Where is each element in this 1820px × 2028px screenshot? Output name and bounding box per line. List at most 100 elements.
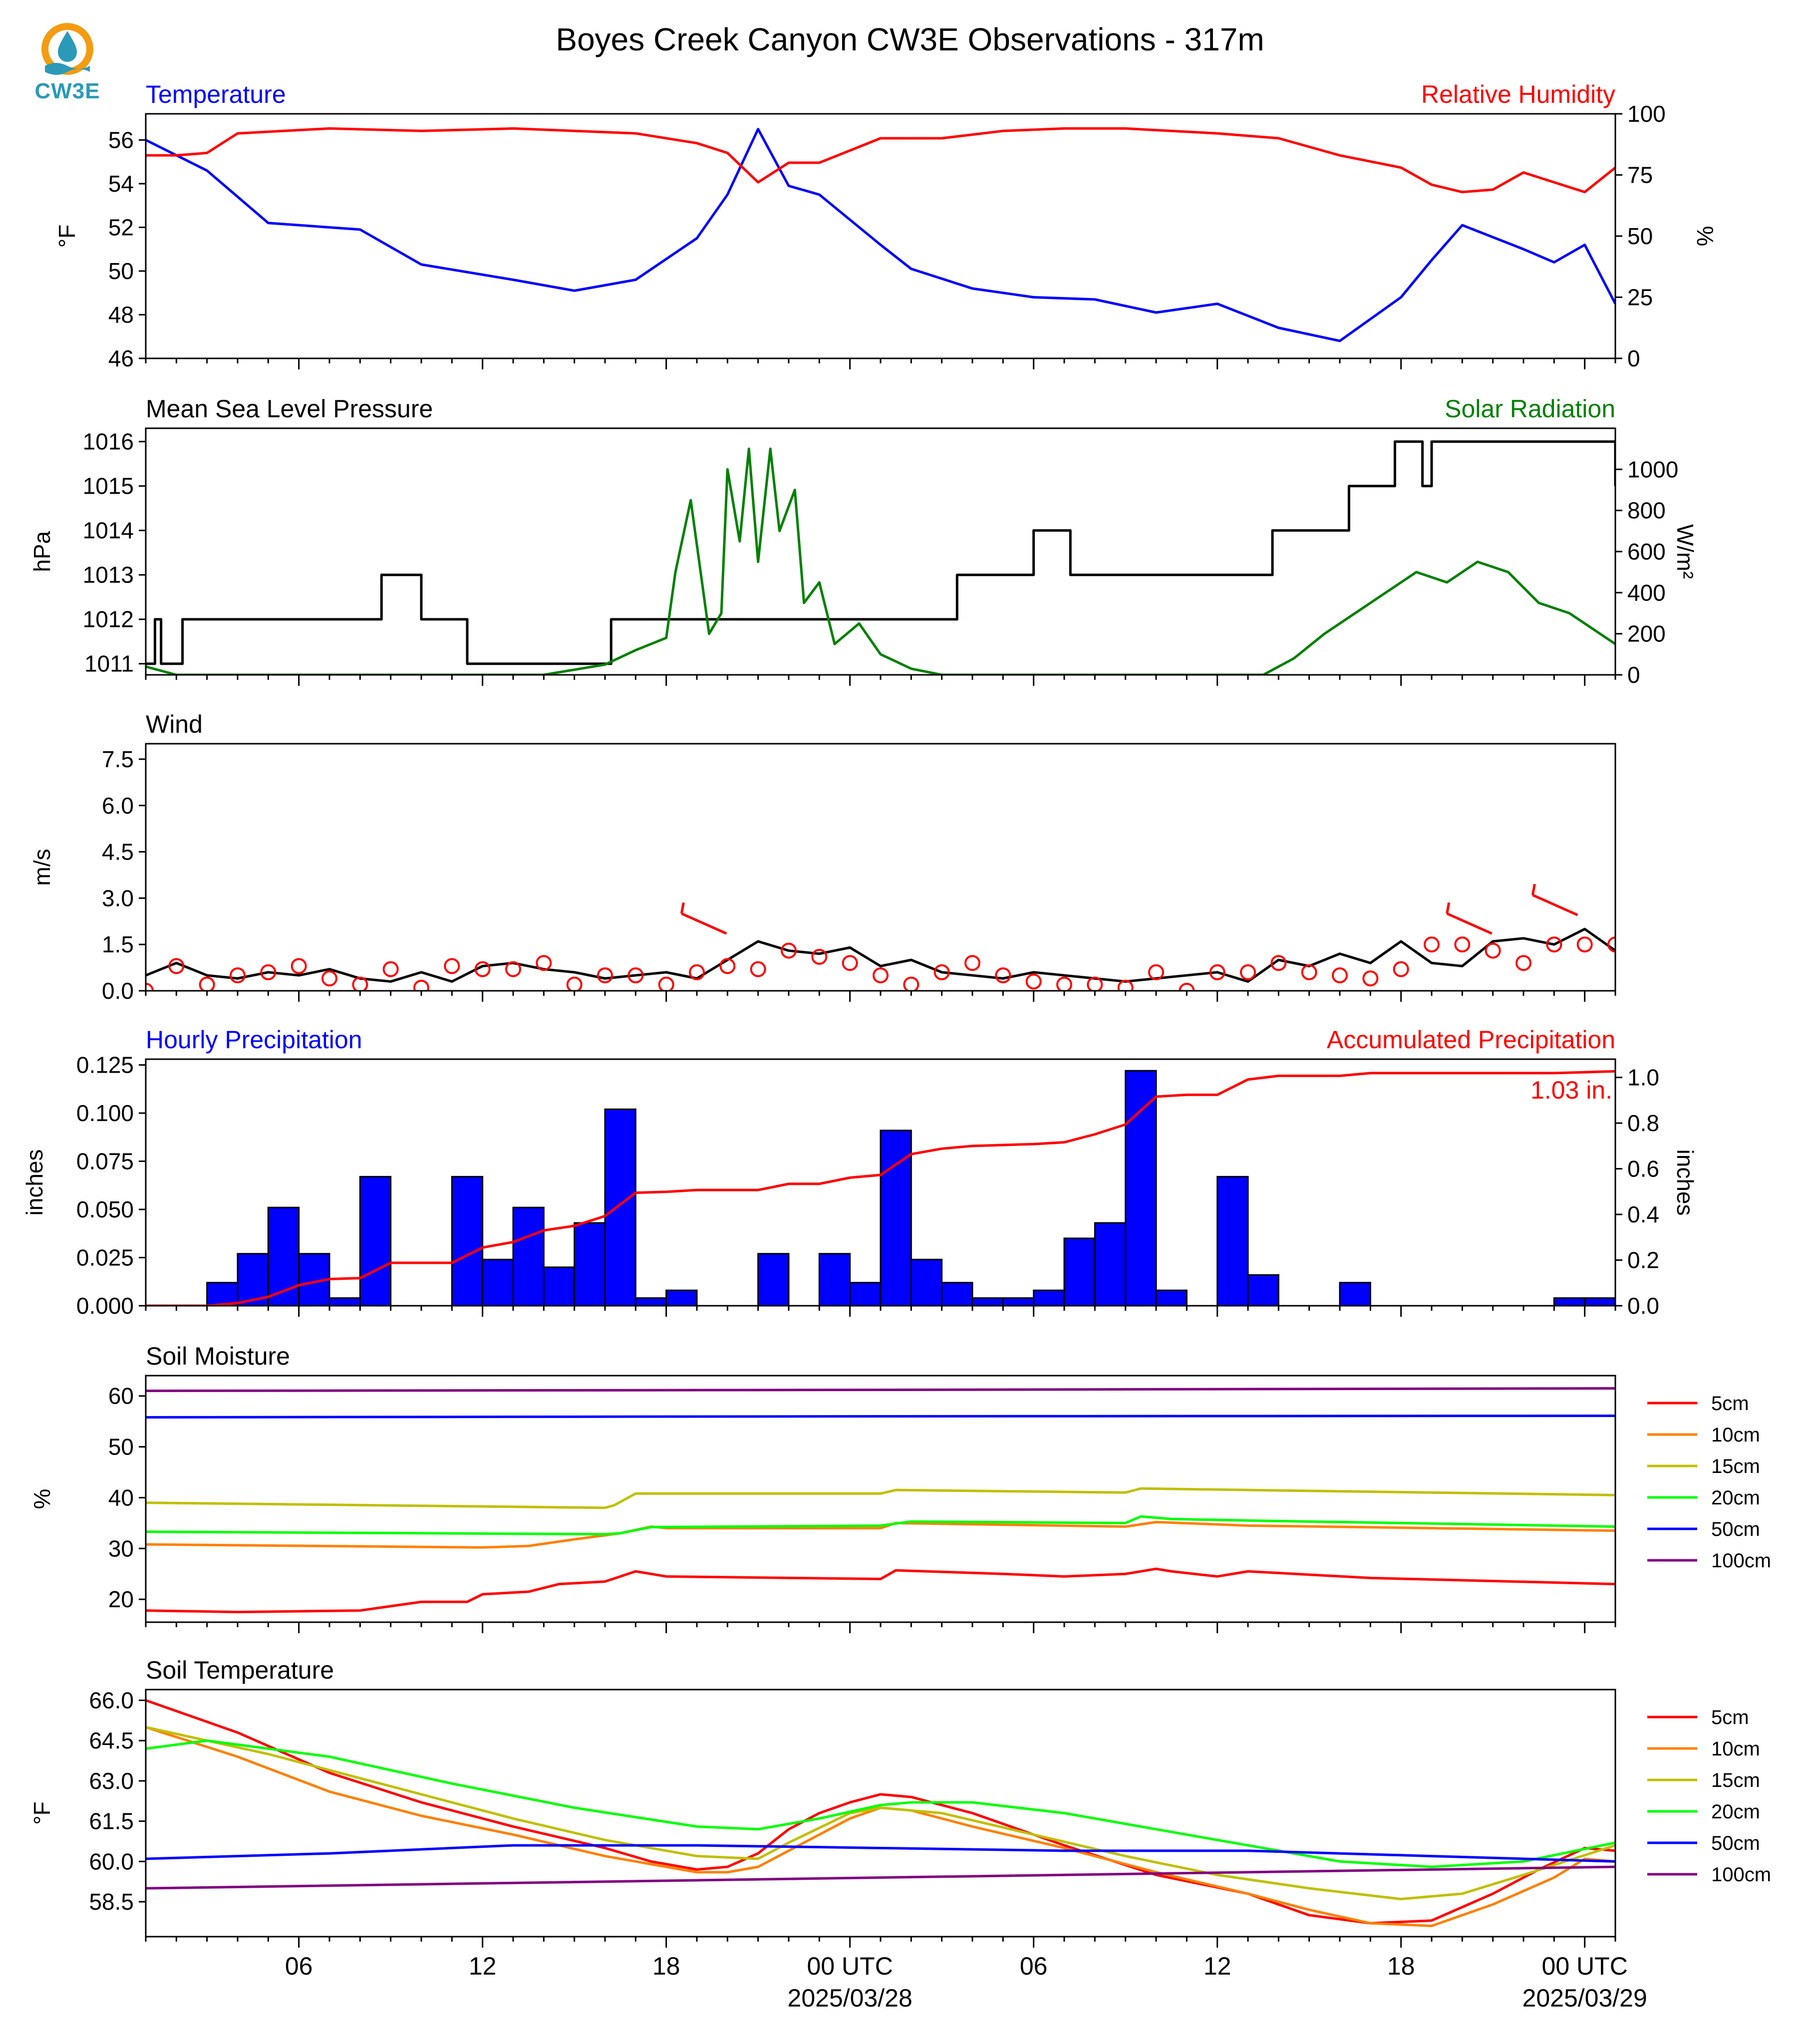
wind-mean-marker xyxy=(1393,961,1409,977)
y2-tick-label: 800 xyxy=(1627,498,1666,524)
y-tick-label: 6.0 xyxy=(102,793,134,819)
series-line-10cm xyxy=(146,1726,1615,1927)
wind-mean-marker xyxy=(1301,964,1317,980)
precip-bar xyxy=(1247,1274,1279,1306)
panel-left-label: Temperature xyxy=(146,80,286,108)
series-line-15cm xyxy=(146,1726,1615,1901)
y2-tick-label: 0.0 xyxy=(1627,1293,1659,1319)
wind-barb xyxy=(1446,912,1493,935)
panel-pressure_solar: Mean Sea Level Pressure Solar Radiation 10… xyxy=(29,395,1698,688)
wind-mean-marker xyxy=(995,967,1011,984)
wind-mean-marker xyxy=(1546,936,1562,953)
y2-tick-label: 100 xyxy=(1627,101,1666,127)
y-tick-label: 0.100 xyxy=(76,1100,134,1126)
legend-entry: 15cm xyxy=(1711,1455,1760,1477)
wind-barb xyxy=(1532,893,1578,916)
y-tick-label: 0.050 xyxy=(76,1196,134,1222)
precip-bar xyxy=(1063,1237,1096,1306)
legend-entry: 100cm xyxy=(1711,1864,1771,1886)
series-line-20cm xyxy=(146,1515,1615,1536)
y2-tick-label: 1000 xyxy=(1627,456,1678,482)
wind-mean-marker xyxy=(811,948,828,965)
precip-bar xyxy=(634,1297,667,1306)
wind-barb-flag xyxy=(680,902,685,914)
wind-mean-marker xyxy=(781,942,797,959)
panel-right-label: Solar Radiation xyxy=(1445,395,1615,423)
series-line-100cm xyxy=(146,1865,1615,1890)
y-tick-label: 60.0 xyxy=(89,1848,134,1874)
precip-bar xyxy=(574,1222,606,1306)
y-tick-label: 58.5 xyxy=(89,1889,134,1915)
y-tick-label: 40 xyxy=(108,1484,134,1510)
y-tick-label: 56 xyxy=(108,127,134,153)
y-tick-label: 0.125 xyxy=(76,1052,134,1078)
legend-entry: 20cm xyxy=(1711,1801,1760,1823)
y-tick-label: 0.000 xyxy=(76,1293,134,1319)
wind-barb-flag xyxy=(1446,902,1451,914)
wind-mean-marker xyxy=(903,976,919,991)
wind-mean-marker xyxy=(566,976,583,991)
series-line-50cm xyxy=(146,1844,1615,1863)
precip-bar xyxy=(604,1108,636,1306)
y2-tick-label: 0 xyxy=(1627,345,1640,371)
plot-area xyxy=(146,1070,1615,1306)
wind-mean-marker xyxy=(1209,964,1225,980)
precip-bar xyxy=(1033,1289,1065,1306)
y2-tick-label: 0.6 xyxy=(1627,1156,1659,1182)
wind-mean-marker xyxy=(719,958,736,974)
wind-mean-marker xyxy=(352,976,368,991)
y2-tick-label: 0.2 xyxy=(1627,1247,1659,1273)
y-axis-label: m/s xyxy=(29,849,55,885)
precip-bar xyxy=(267,1206,300,1306)
y-tick-label: 0.075 xyxy=(76,1149,134,1174)
x-tick-label: 00 UTC xyxy=(807,1952,893,1980)
precip-bar xyxy=(1155,1289,1188,1306)
legend-entry: 10cm xyxy=(1711,1738,1760,1760)
wind-mean-marker xyxy=(1270,955,1287,971)
y2-tick-label: 0 xyxy=(1627,662,1640,688)
y-tick-label: 52 xyxy=(108,215,134,241)
y-tick-label: 46 xyxy=(108,345,134,371)
y-tick-label: 20 xyxy=(108,1586,134,1612)
wind-mean-marker xyxy=(1576,936,1593,953)
cw3e-logo-icon xyxy=(41,23,93,75)
wind-mean-marker xyxy=(536,955,552,971)
y-axis-label: hPa xyxy=(29,531,55,572)
wind-barb-flag xyxy=(1531,883,1536,895)
precip-bar xyxy=(910,1258,943,1306)
wind-mean-marker xyxy=(1332,967,1348,984)
precip-bar xyxy=(818,1253,851,1306)
plot-area xyxy=(146,127,1615,342)
legend-entry: 15cm xyxy=(1711,1769,1760,1791)
precip-bar xyxy=(757,1253,790,1306)
x-date-label: 2025/03/28 xyxy=(788,1984,912,2012)
precip-bar xyxy=(880,1130,912,1306)
wind-mean-marker xyxy=(1454,936,1471,953)
legend-entry: 50cm xyxy=(1711,1832,1760,1854)
x-tick-label: 18 xyxy=(652,1952,680,1980)
panel-left-label: Hourly Precipitation xyxy=(146,1026,362,1054)
y2-axis-label: W/m² xyxy=(1672,524,1698,579)
precip-bar xyxy=(328,1297,361,1306)
y-axis-label: °F xyxy=(29,1801,55,1825)
logo-text: CW3E xyxy=(34,79,100,103)
y2-tick-label: 400 xyxy=(1627,579,1666,605)
wind-mean-marker xyxy=(627,967,644,984)
chart-title: Boyes Creek Canyon CW3E Observations - 3… xyxy=(556,21,1264,57)
panel-left-label: Mean Sea Level Pressure xyxy=(146,395,433,423)
precip-bar xyxy=(206,1282,239,1306)
legend-entry: 5cm xyxy=(1711,1393,1749,1415)
precip-bar xyxy=(665,1289,698,1306)
wind-mean-marker xyxy=(1025,973,1042,990)
wind-mean-marker xyxy=(658,976,674,991)
y2-tick-label: 0.8 xyxy=(1627,1110,1659,1136)
y2-tick-label: 600 xyxy=(1627,539,1666,565)
series-line-50cm xyxy=(146,1414,1615,1419)
panel-soil_temperature: Soil Temperature 58.5 60.0 61.5 63.0 64.5 66.0… xyxy=(29,1656,1771,2012)
y-tick-label: 0.0 xyxy=(102,978,134,1004)
precip-bar xyxy=(512,1206,545,1306)
precip-bar xyxy=(482,1258,514,1306)
precip-bar xyxy=(941,1282,973,1306)
